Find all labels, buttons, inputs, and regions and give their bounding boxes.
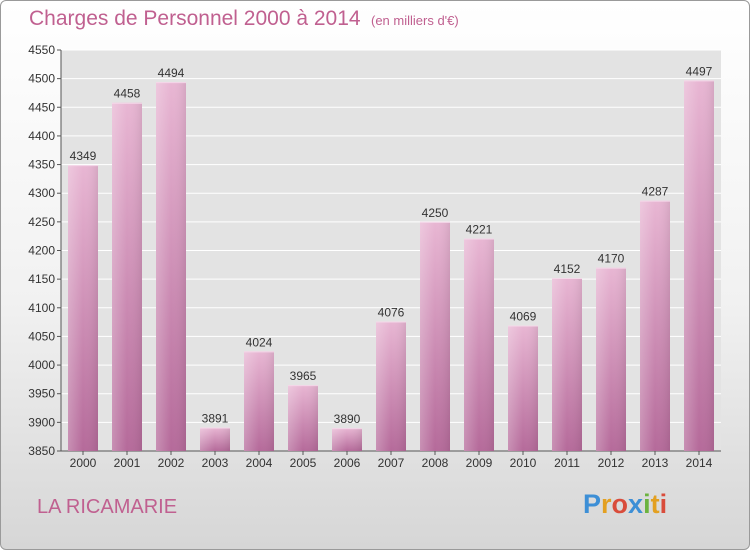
x-tick-label: 2009 xyxy=(466,456,493,470)
data-label: 4349 xyxy=(70,149,97,163)
data-label: 4069 xyxy=(510,310,537,324)
bars xyxy=(68,80,714,452)
chart-title: Charges de Personnel 2000 à 2014 xyxy=(29,7,361,30)
bar-shade-2014 xyxy=(684,80,714,452)
bar-shade-2011 xyxy=(552,277,582,451)
data-label: 4076 xyxy=(378,306,405,320)
bar-shade-2008 xyxy=(420,221,450,451)
y-tick-label: 4450 xyxy=(28,100,55,114)
x-tick-label: 2011 xyxy=(554,456,580,470)
x-tick-label: 2010 xyxy=(510,456,537,470)
data-label: 4250 xyxy=(422,206,449,220)
data-label: 4458 xyxy=(114,87,141,101)
x-tick-label: 2005 xyxy=(290,456,317,470)
x-tick-label: 2003 xyxy=(202,456,229,470)
bar-shade-2010 xyxy=(508,325,538,451)
x-tick-label: 2001 xyxy=(114,456,141,470)
data-label: 4287 xyxy=(642,185,669,199)
data-label: 4024 xyxy=(246,335,273,349)
x-tick-label: 2006 xyxy=(334,456,361,470)
data-label: 4152 xyxy=(554,262,581,276)
logo-letter: o xyxy=(611,489,629,519)
data-label: 3890 xyxy=(334,412,361,426)
bar-shade-2000 xyxy=(68,165,98,451)
x-tick-label: 2004 xyxy=(246,456,273,470)
bar-shade-2007 xyxy=(376,321,406,451)
x-tick-label: 2002 xyxy=(158,456,185,470)
y-tick-label: 4150 xyxy=(28,272,55,286)
logo-letter: r xyxy=(601,489,612,519)
x-axis: 2000 2001 2002 2003 2004 2005 2006 2007 2008 2009… xyxy=(70,451,713,470)
y-tick-label: 4200 xyxy=(28,244,55,258)
logo-letter: i xyxy=(643,489,651,519)
y-tick-label: 4300 xyxy=(28,186,55,200)
bar-shade-2012 xyxy=(596,267,626,451)
data-label: 3891 xyxy=(202,412,229,426)
y-tick-label: 4000 xyxy=(28,358,55,372)
data-label: 4221 xyxy=(466,222,493,236)
bar-shade-2005 xyxy=(288,385,318,451)
y-tick-label: 4050 xyxy=(28,329,55,343)
x-tick-label: 2008 xyxy=(422,456,449,470)
y-tick-label: 4100 xyxy=(28,301,55,315)
logo-letter: P xyxy=(583,489,602,519)
bar-shade-2004 xyxy=(244,351,274,451)
x-tick-label: 2014 xyxy=(686,456,713,470)
bar-shade-2009 xyxy=(464,238,494,451)
bar-shade-2013 xyxy=(640,200,670,451)
place-name: LA RICAMARIE xyxy=(37,496,178,518)
y-tick-label: 3900 xyxy=(28,415,55,429)
data-label: 4494 xyxy=(158,66,185,80)
logo-letter: i xyxy=(659,489,668,519)
data-label: 4170 xyxy=(598,252,625,266)
y-tick-label: 4350 xyxy=(28,158,55,172)
logo-letter: t xyxy=(650,489,660,519)
data-label: 3965 xyxy=(290,369,317,383)
y-tick-label: 4400 xyxy=(28,129,55,143)
proxiti-logo: Proxiti xyxy=(583,489,667,520)
y-tick-label: 3950 xyxy=(28,387,55,401)
x-tick-label: 2013 xyxy=(642,456,669,470)
bar-shade-2001 xyxy=(112,102,142,452)
x-tick-label: 2000 xyxy=(70,456,97,470)
logo-letter: x xyxy=(628,489,644,519)
y-tick-label: 3850 xyxy=(28,444,55,458)
y-tick-label: 4550 xyxy=(28,43,55,57)
x-tick-label: 2012 xyxy=(598,456,625,470)
data-label: 4497 xyxy=(686,64,713,78)
data-labels: 4349 4458 4494 3891 4024 3965 3890 4076 4250 4221… xyxy=(70,64,713,426)
chart-subtitle: (en milliers d'€) xyxy=(371,13,459,28)
bar-shade-2003 xyxy=(200,427,230,451)
x-tick-label: 2007 xyxy=(378,456,405,470)
bar-shade-2002 xyxy=(156,82,186,451)
y-tick-label: 4250 xyxy=(28,215,55,229)
y-tick-label: 4500 xyxy=(28,72,55,86)
bar-shade-2006 xyxy=(332,428,362,451)
